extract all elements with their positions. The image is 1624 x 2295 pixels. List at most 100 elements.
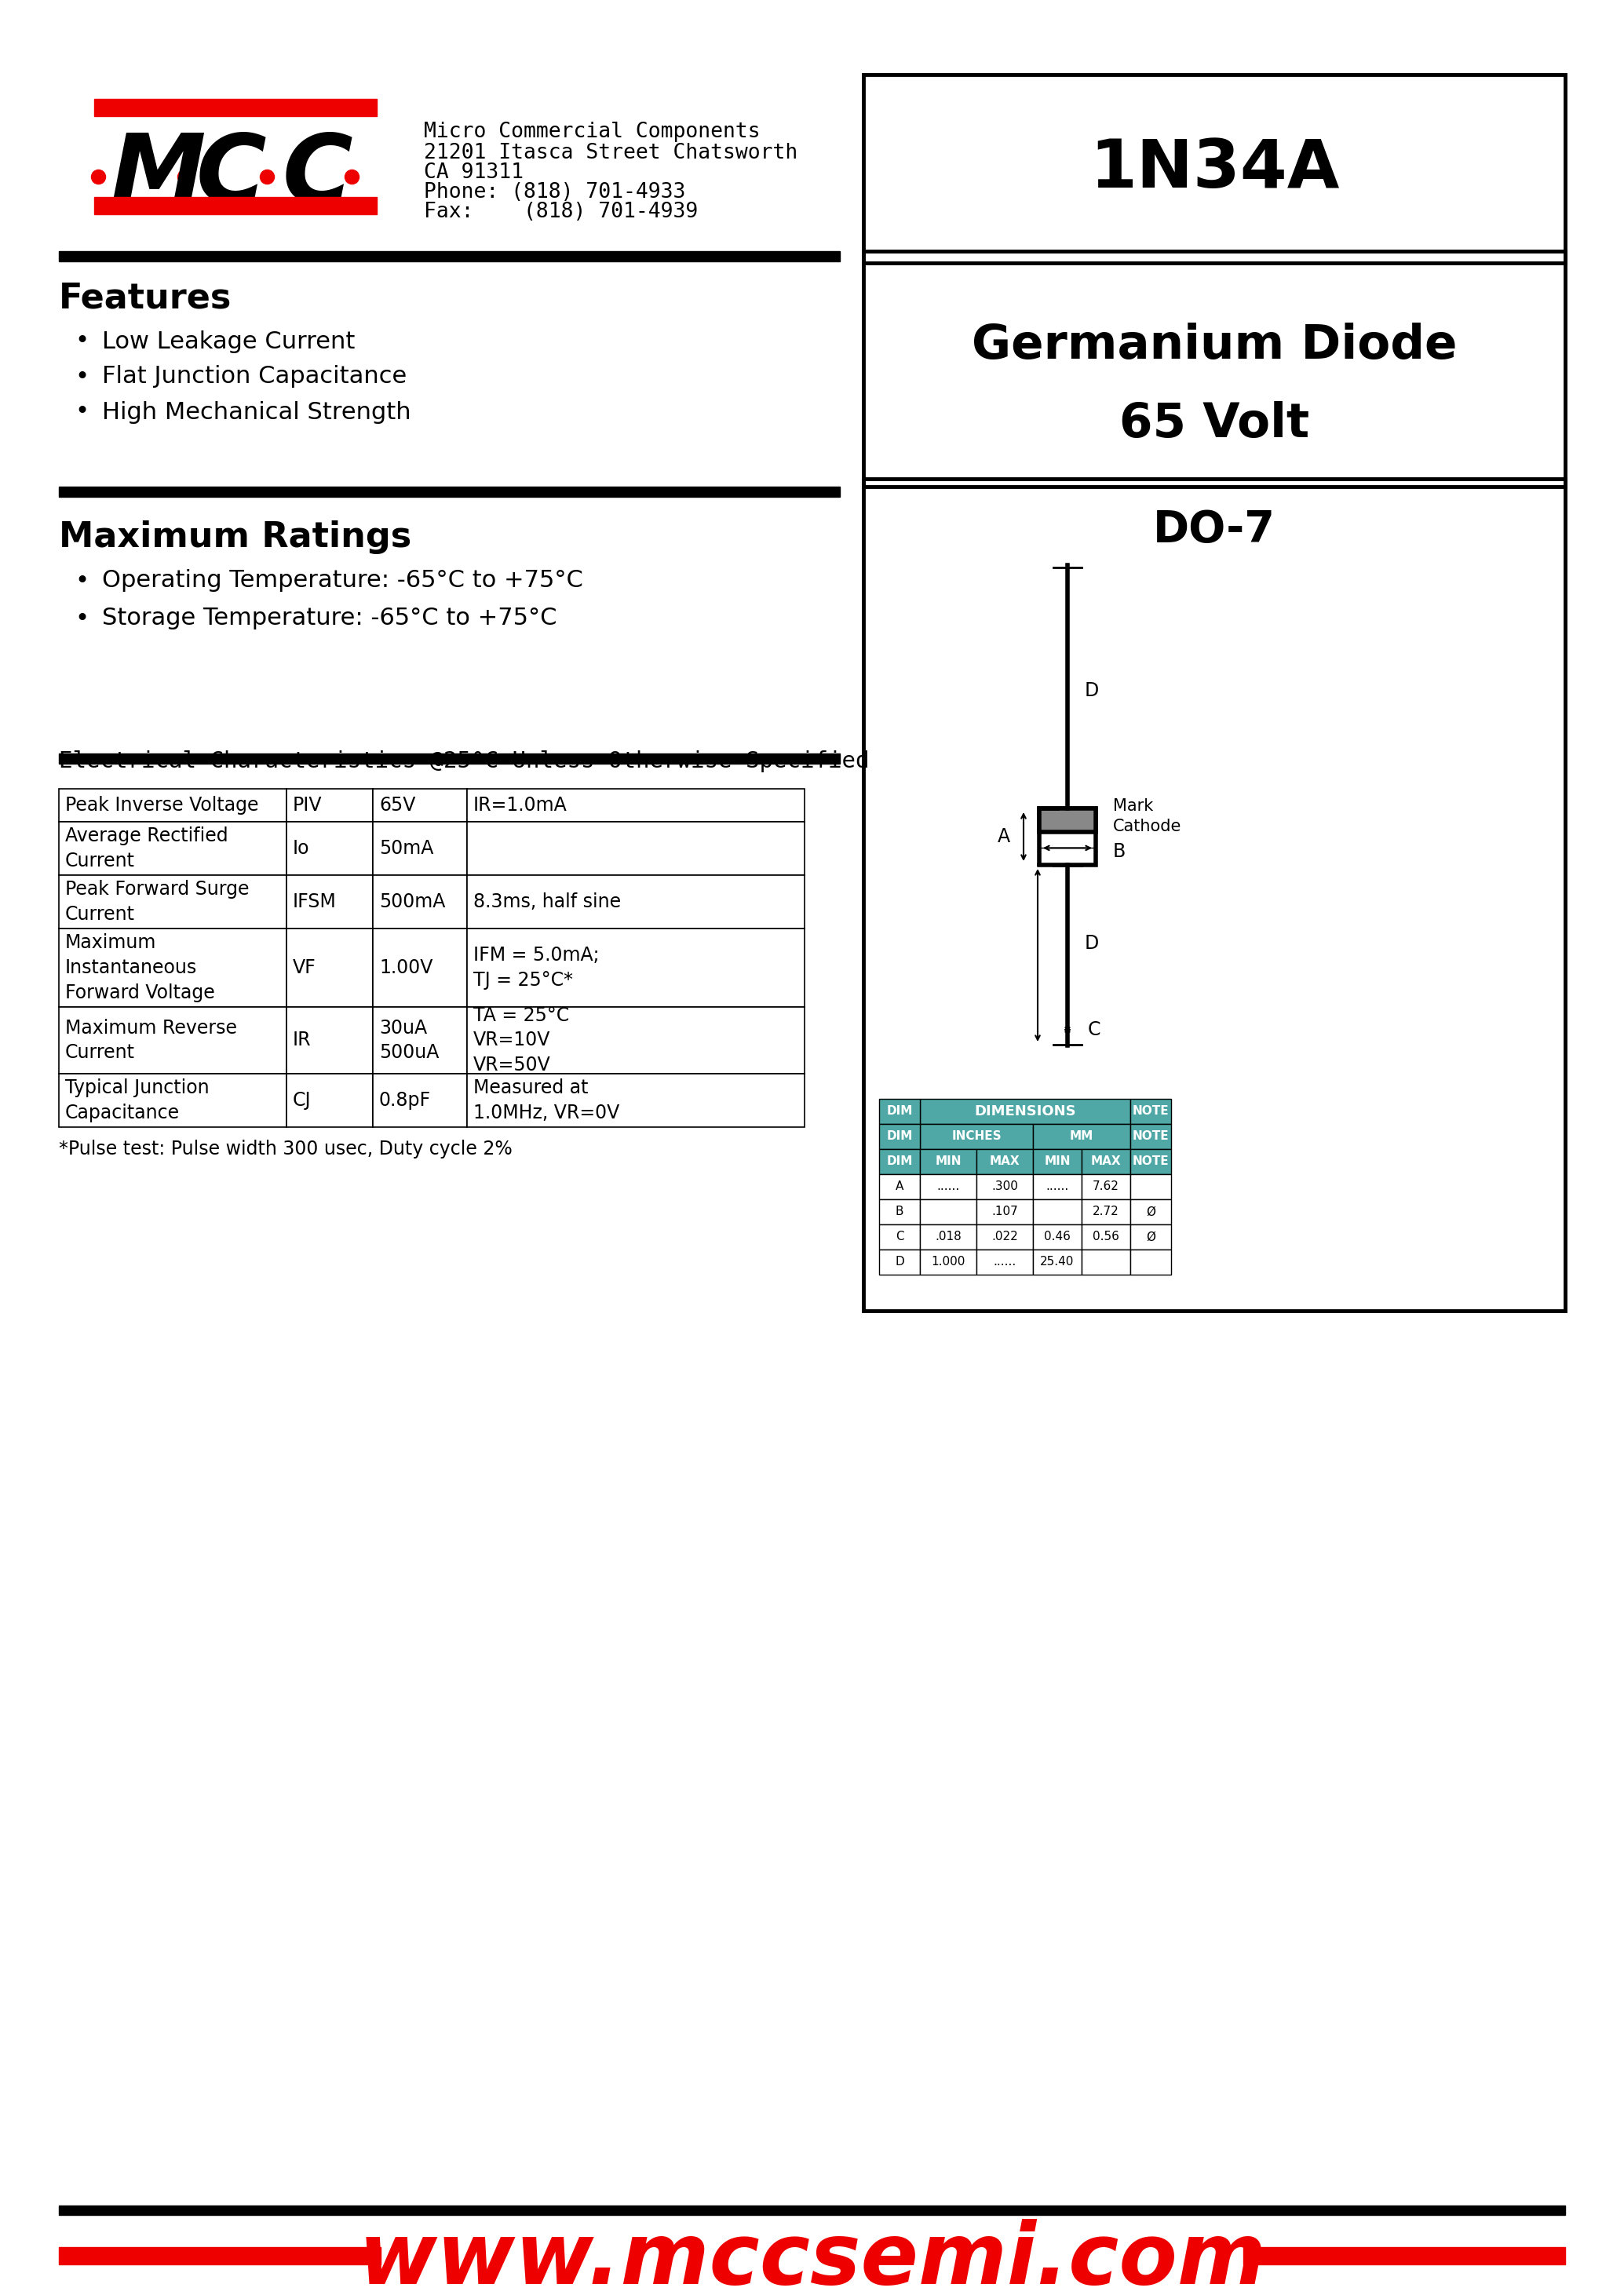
Bar	[1130, 1150, 1171, 1175]
Text: 7.62: 7.62	[1093, 1182, 1119, 1193]
Text: Maximum
Instantaneous
Forward Voltage: Maximum Instantaneous Forward Voltage	[65, 934, 214, 1003]
Text: www.mccsemi.com: www.mccsemi.com	[357, 2219, 1267, 2295]
Text: Measured at
1.0MHz, VR=0V: Measured at 1.0MHz, VR=0V	[473, 1079, 619, 1122]
Bar	[1082, 1200, 1130, 1226]
Text: DIMENSIONS: DIMENSIONS	[974, 1104, 1077, 1118]
Bar	[976, 1200, 1033, 1226]
Bar	[1244, 2247, 1566, 2265]
Bar	[286, 822, 374, 874]
Bar	[374, 1074, 468, 1127]
Bar	[58, 929, 286, 1008]
Bar	[864, 480, 1566, 1310]
Text: •: •	[75, 402, 89, 425]
Bar	[919, 1226, 976, 1248]
Text: Maximum Reverse
Current: Maximum Reverse Current	[65, 1019, 237, 1063]
Text: IFM = 5.0mA;
TJ = 25°C*: IFM = 5.0mA; TJ = 25°C*	[473, 946, 599, 989]
Bar	[58, 2205, 1566, 2215]
Bar	[879, 1226, 919, 1248]
Text: Fax:    (818) 701-4939: Fax: (818) 701-4939	[424, 202, 698, 223]
Bar	[879, 1200, 919, 1226]
Text: C: C	[1088, 1021, 1101, 1040]
Bar	[468, 789, 804, 822]
Bar	[58, 487, 840, 496]
Bar	[468, 822, 804, 874]
Text: D: D	[1085, 934, 1099, 952]
Text: B: B	[895, 1205, 903, 1219]
Text: 65V: 65V	[378, 796, 416, 815]
Bar	[919, 1099, 1130, 1125]
Text: •: •	[75, 365, 89, 388]
Text: Cathode: Cathode	[1112, 819, 1182, 835]
Text: .107: .107	[992, 1205, 1018, 1219]
Bar	[1033, 1248, 1082, 1274]
Text: DIM: DIM	[887, 1106, 913, 1118]
Bar	[58, 753, 840, 764]
Bar	[864, 73, 1566, 264]
Bar	[1033, 1200, 1082, 1226]
Text: MM: MM	[1070, 1131, 1093, 1143]
Text: Electrical Characteristics @25°C Unless Otherwise Specified: Electrical Characteristics @25°C Unless …	[58, 750, 869, 773]
Bar	[374, 874, 468, 929]
Text: 0.46: 0.46	[1044, 1230, 1070, 1244]
Bar	[1033, 1175, 1082, 1200]
Text: Average Rectified
Current: Average Rectified Current	[65, 826, 227, 870]
Text: TA = 25°C
VR=10V
VR=50V: TA = 25°C VR=10V VR=50V	[473, 1005, 570, 1074]
Bar	[1130, 1099, 1171, 1125]
Text: •: •	[75, 569, 89, 592]
Bar	[1082, 1150, 1130, 1175]
Bar	[468, 1074, 804, 1127]
Bar	[1033, 1150, 1082, 1175]
Bar	[976, 1150, 1033, 1175]
Text: 8.3ms, half sine: 8.3ms, half sine	[473, 893, 620, 911]
Text: •: •	[75, 330, 89, 353]
Text: 500mA: 500mA	[378, 893, 445, 911]
Text: DIM: DIM	[887, 1157, 913, 1168]
Bar	[58, 2247, 380, 2265]
Bar	[58, 874, 286, 929]
Text: PIV: PIV	[292, 796, 322, 815]
Bar	[1082, 1175, 1130, 1200]
Text: M: M	[110, 131, 205, 223]
Text: A: A	[997, 826, 1010, 847]
Bar	[919, 1200, 976, 1226]
Text: NOTE: NOTE	[1132, 1106, 1169, 1118]
Text: Low Leakage Current: Low Leakage Current	[102, 330, 356, 353]
Text: D: D	[895, 1255, 905, 1267]
Bar	[919, 1248, 976, 1274]
Bar	[976, 1175, 1033, 1200]
Bar	[879, 1175, 919, 1200]
Text: DO-7: DO-7	[1153, 509, 1275, 551]
Bar	[919, 1150, 976, 1175]
Bar	[976, 1226, 1033, 1248]
Bar	[879, 1099, 919, 1125]
Bar	[58, 789, 286, 822]
Bar	[864, 250, 1566, 487]
Text: ......: ......	[937, 1182, 960, 1193]
Bar	[1033, 1125, 1130, 1150]
Text: 0.56: 0.56	[1093, 1230, 1119, 1244]
Text: *Pulse test: Pulse width 300 usec, Duty cycle 2%: *Pulse test: Pulse width 300 usec, Duty …	[58, 1141, 512, 1159]
Text: Peak Inverse Voltage: Peak Inverse Voltage	[65, 796, 258, 815]
Text: CJ: CJ	[292, 1090, 312, 1111]
Bar	[1130, 1200, 1171, 1226]
Bar	[286, 1008, 374, 1074]
Text: Germanium Diode: Germanium Diode	[971, 321, 1457, 369]
Bar	[1130, 1125, 1171, 1150]
Text: Operating Temperature: -65°C to +75°C: Operating Temperature: -65°C to +75°C	[102, 569, 583, 592]
Text: Ø: Ø	[1147, 1205, 1155, 1219]
Bar	[374, 822, 468, 874]
Bar	[94, 197, 377, 213]
Text: Storage Temperature: -65°C to +75°C: Storage Temperature: -65°C to +75°C	[102, 608, 557, 629]
Bar	[286, 1074, 374, 1127]
Text: IR=1.0mA: IR=1.0mA	[473, 796, 567, 815]
Bar	[468, 1008, 804, 1074]
Bar	[1082, 1226, 1130, 1248]
Bar	[879, 1150, 919, 1175]
Text: .300: .300	[991, 1182, 1018, 1193]
Bar	[58, 1074, 286, 1127]
Bar	[374, 789, 468, 822]
Bar	[58, 250, 840, 262]
Bar	[1130, 1175, 1171, 1200]
Bar	[468, 874, 804, 929]
Text: ......: ......	[994, 1255, 1017, 1267]
